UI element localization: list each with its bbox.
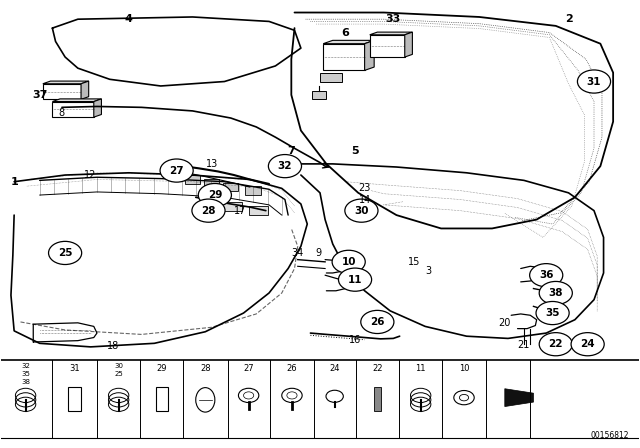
Text: 00156812: 00156812 — [591, 431, 629, 440]
Text: 36: 36 — [539, 270, 554, 280]
Text: 28: 28 — [200, 364, 211, 373]
Text: 27: 27 — [243, 364, 254, 373]
Text: 11: 11 — [415, 364, 426, 373]
Text: 7: 7 — [287, 146, 295, 155]
Bar — [204, 179, 220, 188]
Text: 29: 29 — [157, 364, 167, 373]
Text: 10: 10 — [459, 364, 469, 373]
Text: 2: 2 — [564, 14, 572, 24]
Text: 24: 24 — [330, 364, 340, 373]
Bar — [246, 186, 260, 195]
Text: 38: 38 — [548, 288, 563, 298]
Polygon shape — [94, 99, 101, 117]
Circle shape — [345, 199, 378, 222]
Circle shape — [577, 70, 611, 93]
Text: 18: 18 — [107, 341, 119, 351]
Text: 22: 22 — [372, 364, 383, 373]
Polygon shape — [81, 81, 89, 99]
Text: 23: 23 — [358, 183, 371, 194]
Circle shape — [339, 268, 372, 291]
Text: 30: 30 — [354, 206, 369, 215]
Polygon shape — [43, 81, 89, 84]
Text: 29: 29 — [207, 190, 222, 200]
Polygon shape — [52, 99, 101, 102]
Polygon shape — [505, 389, 534, 406]
Bar — [223, 183, 239, 191]
Bar — [323, 44, 365, 70]
Text: 10: 10 — [341, 257, 356, 267]
Text: 14: 14 — [358, 194, 371, 205]
Text: 17: 17 — [234, 206, 246, 215]
Circle shape — [530, 263, 563, 287]
Circle shape — [332, 250, 365, 273]
Text: 31: 31 — [69, 364, 80, 373]
Bar — [320, 73, 342, 82]
Text: 20: 20 — [499, 318, 511, 328]
Bar — [374, 387, 381, 411]
Text: 38: 38 — [21, 379, 30, 385]
Text: 1: 1 — [10, 177, 18, 187]
Circle shape — [571, 332, 604, 356]
Text: 32: 32 — [278, 161, 292, 171]
Text: 24: 24 — [580, 339, 595, 349]
Circle shape — [540, 281, 572, 305]
Text: 22: 22 — [548, 339, 563, 349]
Text: 25: 25 — [115, 371, 123, 377]
Bar — [248, 206, 268, 215]
Circle shape — [160, 159, 193, 182]
Text: 33: 33 — [386, 14, 401, 24]
Text: 28: 28 — [201, 206, 216, 215]
Bar — [43, 84, 81, 99]
Bar — [223, 202, 243, 211]
Bar — [201, 198, 220, 207]
Text: 21: 21 — [518, 340, 530, 350]
Polygon shape — [365, 40, 374, 70]
Text: 5: 5 — [351, 146, 359, 155]
Polygon shape — [404, 32, 412, 57]
Circle shape — [361, 310, 394, 333]
Circle shape — [536, 302, 569, 325]
Text: 15: 15 — [408, 257, 420, 267]
Text: 12: 12 — [84, 170, 97, 180]
Text: 34: 34 — [292, 248, 304, 258]
Text: 30: 30 — [114, 363, 123, 369]
Text: 8: 8 — [59, 108, 65, 118]
Circle shape — [198, 184, 232, 207]
Bar — [370, 35, 404, 57]
Circle shape — [540, 332, 572, 356]
Text: 13: 13 — [205, 159, 218, 169]
Text: 25: 25 — [58, 248, 72, 258]
Text: 32: 32 — [21, 363, 30, 369]
Text: 9: 9 — [316, 248, 322, 258]
Text: 11: 11 — [348, 275, 362, 284]
Text: 27: 27 — [170, 166, 184, 176]
Text: 26: 26 — [370, 317, 385, 327]
Bar — [68, 387, 81, 411]
Text: 31: 31 — [587, 77, 601, 86]
Circle shape — [49, 241, 82, 264]
Text: 26: 26 — [287, 364, 297, 373]
Text: 6: 6 — [342, 28, 349, 38]
Polygon shape — [323, 40, 374, 44]
Bar — [52, 102, 94, 117]
Bar — [312, 91, 326, 99]
Text: 35: 35 — [545, 308, 560, 318]
Text: 4: 4 — [125, 14, 132, 24]
Text: 37: 37 — [32, 90, 47, 100]
Polygon shape — [370, 32, 412, 35]
Text: 16: 16 — [349, 335, 361, 345]
Text: 3: 3 — [425, 266, 431, 276]
Bar — [185, 175, 200, 184]
Bar — [156, 387, 168, 411]
Text: 35: 35 — [21, 371, 30, 377]
Circle shape — [192, 199, 225, 222]
Circle shape — [268, 155, 301, 178]
